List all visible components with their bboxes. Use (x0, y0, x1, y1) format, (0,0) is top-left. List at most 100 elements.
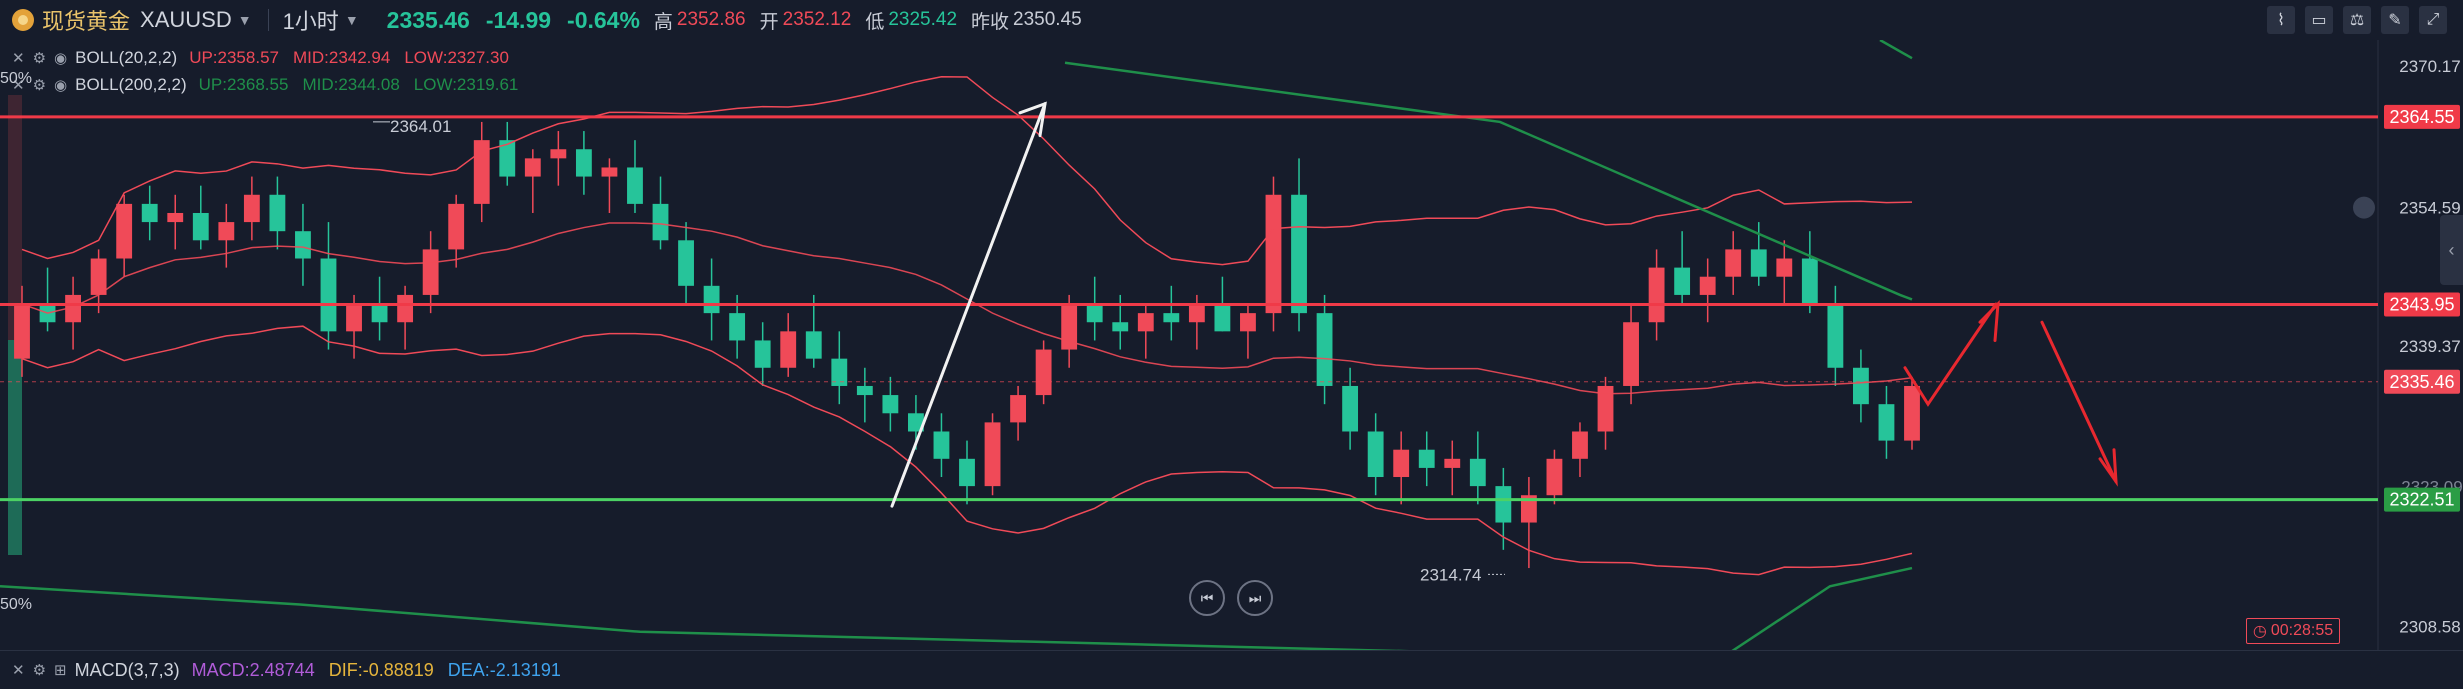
candle-body (831, 358, 848, 386)
add-icon[interactable]: ⊞ (54, 662, 67, 679)
close-icon[interactable]: ✕ (12, 662, 25, 679)
candle-body (1520, 495, 1537, 523)
candle-body (1061, 304, 1078, 350)
red-arrow-up-head (1978, 300, 2000, 342)
candle-body (1776, 258, 1793, 277)
boll20-lower-band (21, 325, 1913, 576)
chart-toolbar: ⌇ ▭ ⚖ ✎ ⤢ (2267, 6, 2447, 34)
candle-body (780, 331, 797, 368)
candle-body (1291, 194, 1307, 314)
boll20-mid: MID:2342.94 (292, 48, 391, 67)
candle-body (1112, 322, 1129, 332)
candle-body (346, 304, 362, 332)
axis-price-tag-label: 2322.51 (2389, 490, 2454, 510)
price-chart[interactable]: 2364.01 2314.74 2370.17 2354.59 2339.37 2308.… (0, 40, 2463, 650)
axis-tick-label: 2370.17 (2399, 57, 2460, 76)
candle-body (1418, 449, 1435, 468)
dea-value: DEA:-2.13191 (447, 659, 561, 680)
chart-type-icon[interactable]: ⌇ (2267, 6, 2295, 34)
candle-body (371, 304, 388, 323)
candle-body (141, 203, 158, 223)
candle-body (524, 158, 541, 177)
candle-body (320, 258, 337, 332)
timeframe-dropdown-caret-icon[interactable]: ▼ (344, 12, 359, 28)
candle-body (1878, 404, 1895, 441)
eye-icon[interactable]: ◉ (54, 77, 68, 94)
candle-body (295, 231, 311, 259)
low-label: 低 (865, 11, 885, 33)
candle-body (422, 249, 439, 295)
boll200-up: UP:2368.55 (198, 75, 289, 94)
side-panel-handle-icon[interactable]: ‹ (2440, 215, 2463, 285)
macd-name: MACD(3,7,3) (74, 659, 180, 680)
candle-body (1648, 267, 1665, 323)
settings-icon[interactable]: ⚙ (32, 662, 47, 679)
draw-tools-icon[interactable]: ✎ (2381, 6, 2409, 34)
candle-body (805, 331, 822, 359)
clock-icon: ◷ (2252, 623, 2267, 640)
candle-body (1137, 313, 1154, 332)
candle-body (1597, 385, 1614, 432)
candle-body (1801, 258, 1818, 305)
candle-body (984, 422, 1001, 487)
white-arrow-head (1018, 101, 1047, 138)
candle-body (116, 203, 133, 259)
candle-body (1316, 313, 1333, 386)
next-button[interactable]: ⏭ (1237, 580, 1273, 616)
candle-body (550, 149, 567, 159)
boll200-low: LOW:2319.61 (413, 75, 519, 94)
candle-body (703, 285, 720, 314)
settings-icon[interactable]: ⚙ (32, 77, 47, 94)
boll200-mid: MID:2344.08 (302, 75, 400, 94)
axis-price-tag (2384, 104, 2460, 129)
red-arrow-up-shaft (1903, 302, 1998, 407)
close-icon[interactable]: ✕ (12, 77, 25, 94)
pct-bottom-label: 50% (0, 596, 33, 613)
pct-top-label: 50% (0, 70, 33, 87)
symbol-code[interactable]: XAUUSD (140, 7, 232, 32)
candle-body (167, 212, 184, 223)
candle-body (1623, 322, 1639, 386)
settings-icon[interactable]: ⚙ (32, 50, 47, 67)
white-arrow-shaft (890, 102, 1047, 508)
fullscreen-icon[interactable]: ⤢ (2419, 6, 2447, 34)
indicator-row-boll200: ✕ ⚙ ◉ BOLL(200,2,2) UP:2368.55 MID:2344.… (0, 73, 532, 97)
compare-icon[interactable]: ⚖ (2343, 6, 2371, 34)
high-label: 高 (653, 11, 673, 33)
close-icon[interactable]: ✕ (12, 50, 25, 67)
boll200-lower-band (0, 566, 1913, 650)
prev-button[interactable]: ⏮ (1189, 580, 1225, 616)
symbol-name[interactable]: 现货黄金 (42, 9, 131, 34)
boll20-name: BOLL(20,2,2) (75, 48, 178, 67)
macd-value: MACD:2.48744 (191, 659, 315, 680)
candle-body (1010, 395, 1026, 423)
candle-body (678, 240, 694, 286)
axis-price-tag (2384, 292, 2460, 317)
candle-body (652, 203, 669, 241)
low-value: 2325.42 (888, 9, 958, 30)
candle-body (397, 294, 414, 323)
axis-price-tag-label: 2364.55 (2389, 107, 2454, 127)
eye-icon[interactable]: ◉ (54, 50, 68, 67)
timeframe-selector[interactable]: 1小时 (282, 9, 339, 34)
symbol-dropdown-caret-icon[interactable]: ▼ (237, 12, 252, 28)
prev-close-value: 2350.45 (1013, 9, 1082, 30)
axis-tick-label: 2308.58 (2399, 618, 2460, 637)
alert-bell-icon[interactable] (2353, 196, 2375, 219)
indicator-icon[interactable]: ▭ (2305, 6, 2333, 34)
candle-body (90, 258, 107, 295)
bar-countdown: ◷ 00:28:55 (2246, 618, 2340, 644)
candle-body (269, 194, 286, 232)
boll20-mid-band (21, 222, 1913, 395)
candle-body (1827, 304, 1844, 368)
candle-body (1188, 304, 1205, 323)
axis-price-tag (2384, 369, 2460, 394)
boll20-upper-band (21, 75, 1913, 266)
boll200-name: BOLL(200,2,2) (75, 75, 187, 94)
candle-body (448, 203, 465, 250)
candle-body (1367, 431, 1384, 478)
candle-body (1240, 313, 1256, 332)
dif-value: DIF:-0.88819 (328, 659, 434, 680)
candle-body (1495, 486, 1512, 523)
candle-body (908, 413, 924, 432)
